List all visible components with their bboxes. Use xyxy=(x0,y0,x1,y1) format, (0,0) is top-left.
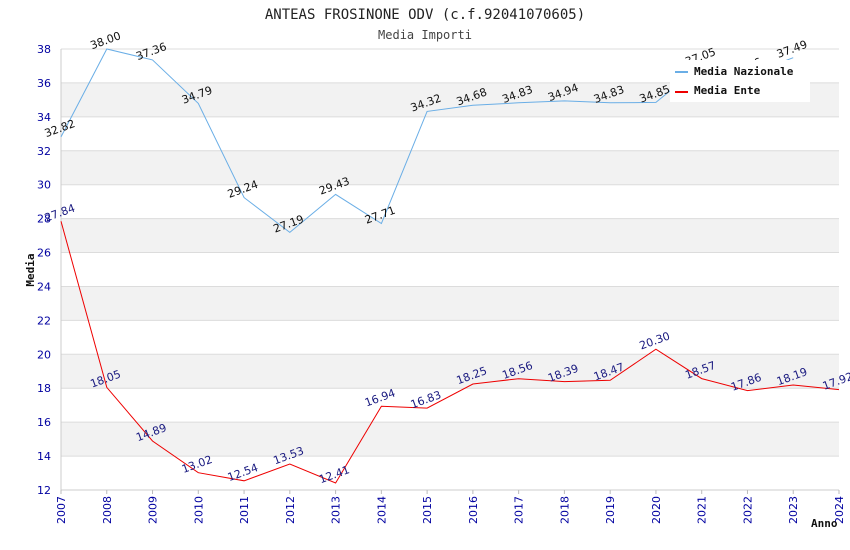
series-line-media-ente xyxy=(60,221,840,484)
y-tick-label: 22 xyxy=(37,314,51,327)
x-axis-label: Anno xyxy=(811,517,838,530)
y-tick-label: 34 xyxy=(37,111,51,124)
y-tick-label: 20 xyxy=(37,348,51,361)
grid-band xyxy=(61,252,839,287)
y-tick-label: 12 xyxy=(37,484,51,497)
x-axis-ticks: 2007 2008 2009 2010 2011 2012 2013 2014 2015 2016… xyxy=(55,490,846,524)
y-tick-label: 36 xyxy=(37,77,51,90)
x-tick-label: 2018 xyxy=(558,496,571,524)
x-tick-label: 2016 xyxy=(467,496,480,524)
y-tick-label: 28 xyxy=(37,213,51,226)
grid-band xyxy=(61,354,839,389)
grid-band xyxy=(61,150,839,185)
x-tick-label: 2024 xyxy=(833,496,846,524)
grid-band xyxy=(61,388,839,423)
legend-label-ente: Media Ente xyxy=(694,84,761,97)
legend-label-nazionale: Media Nazionale xyxy=(694,65,794,78)
x-tick-label: 2007 xyxy=(55,496,68,524)
x-tick-label: 2011 xyxy=(238,496,251,524)
chart-subtitle: Media Importi xyxy=(378,28,472,42)
y-tick-label: 16 xyxy=(37,416,51,429)
grid-bands xyxy=(61,48,839,491)
y-tick-label: 38 xyxy=(37,43,51,56)
y-tick-label: 24 xyxy=(37,280,51,293)
legend: Media Nazionale Media Ente xyxy=(670,60,810,102)
y-tick-label: 30 xyxy=(37,179,51,192)
y-tick-label: 26 xyxy=(37,247,51,260)
grid-band xyxy=(61,218,839,253)
x-tick-label: 2008 xyxy=(101,496,114,524)
x-tick-label: 2009 xyxy=(147,496,160,524)
grid-band xyxy=(61,286,839,321)
x-tick-label: 2010 xyxy=(192,496,205,524)
y-axis-ticks: 12 14 16 18 20 22 24 26 28 30 32 34 36 38 xyxy=(37,43,51,497)
legend-box xyxy=(670,60,810,102)
grid-band xyxy=(61,320,839,355)
x-tick-label: 2017 xyxy=(513,496,526,524)
x-tick-label: 2022 xyxy=(741,496,754,524)
x-tick-label: 2015 xyxy=(421,496,434,524)
x-tick-label: 2014 xyxy=(375,496,388,524)
chart-title: ANTEAS FROSINONE ODV (c.f.92041070605) xyxy=(265,7,585,23)
x-tick-label: 2012 xyxy=(284,496,297,524)
x-tick-label: 2023 xyxy=(787,496,800,524)
y-tick-label: 18 xyxy=(37,382,51,395)
grid-band xyxy=(61,116,839,151)
grid-band xyxy=(61,184,839,219)
grid-band xyxy=(61,456,839,490)
x-tick-label: 2021 xyxy=(696,496,709,524)
y-tick-label: 32 xyxy=(37,145,51,158)
y-tick-label: 14 xyxy=(37,450,51,463)
y-axis-label: Media xyxy=(24,253,37,286)
x-tick-label: 2013 xyxy=(330,496,343,524)
axes xyxy=(60,49,839,491)
x-tick-label: 2020 xyxy=(650,496,663,524)
x-tick-label: 2019 xyxy=(604,496,617,524)
grid-band xyxy=(61,422,839,457)
